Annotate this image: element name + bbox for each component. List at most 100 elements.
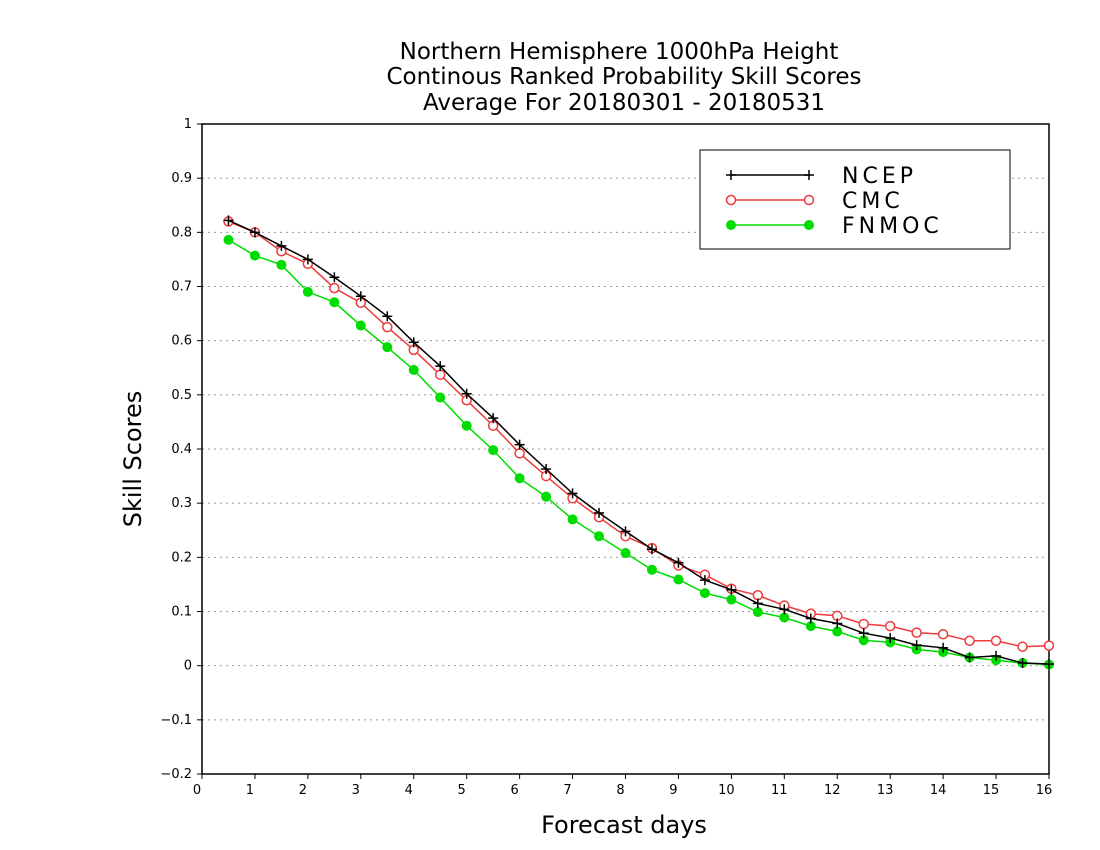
point-ncep-27 [938,642,949,653]
x-tick-label-16: 16 [1036,783,1053,798]
legend-marker-start-fnmoc [726,220,736,230]
point-fnmoc-0 [223,234,234,245]
point-fnmoc-4 [329,297,340,308]
point-fnmoc-15 [620,548,631,558]
point-ncep-29 [991,650,1002,661]
series-line-ncep [228,219,1050,665]
point-fnmoc-7 [408,364,419,375]
point-fnmoc-16 [646,564,657,575]
x-tick-label-14: 14 [930,783,947,798]
point-ncep-13 [567,488,578,499]
point-ncep-11 [514,439,525,450]
x-tick-label-11: 11 [771,783,788,798]
legend-entry-cmc: CMC [725,189,900,214]
point-fnmoc-17 [673,574,684,585]
point-ncep-24 [858,628,869,639]
point-cmc-29 [990,635,1002,646]
x-tick-label-5: 5 [458,783,466,798]
y-tick-label-0: −0.2 [160,767,192,782]
point-ncep-7 [408,337,419,348]
y-tick-label-11: 0.9 [171,171,192,186]
point-ncep-1 [249,227,260,238]
point-ncep-30 [1017,657,1028,668]
y-tick-label-4: 0.2 [171,550,192,565]
legend-marker-end-ncep [804,170,814,180]
point-ncep-17 [673,557,684,568]
point-ncep-20 [752,598,763,609]
point-ncep-2 [276,240,287,251]
y-tick-label-3: 0.1 [171,605,192,620]
point-fnmoc-6 [382,342,393,353]
point-ncep-5 [355,291,366,302]
point-ncep-23 [832,618,843,629]
x-tick-label-7: 7 [563,783,571,798]
x-tick-label-6: 6 [510,783,518,798]
point-fnmoc-10 [488,445,499,456]
y-tick-label-12: 1 [184,117,192,132]
point-ncep-31 [1044,659,1054,670]
point-cmc-24 [858,618,869,630]
point-fnmoc-13 [567,514,578,525]
point-cmc-11 [514,448,525,459]
point-fnmoc-9 [461,420,472,431]
data-series [223,215,1055,670]
point-fnmoc-8 [435,392,446,403]
x-tick-label-2: 2 [299,783,307,798]
point-fnmoc-14 [594,531,605,542]
point-ncep-12 [541,464,552,475]
point-cmc-31 [1043,640,1055,651]
y-axis-title: Skill Scores [119,391,147,528]
y-tick-label-2: 0 [184,659,192,674]
point-fnmoc-3 [302,286,313,297]
x-tick-label-1: 1 [246,783,254,798]
point-ncep-22 [805,613,816,624]
legend-marker-end-fnmoc [804,220,814,230]
point-cmc-25 [884,620,896,632]
point-ncep-26 [911,640,922,651]
point-fnmoc-5 [355,320,366,331]
title-line-3: Average For 20180301 - 20180531 [423,90,825,116]
x-tick-label-8: 8 [616,783,624,798]
point-ncep-16 [646,544,657,555]
point-ncep-6 [382,311,393,322]
point-ncep-18 [699,575,710,586]
point-cmc-4 [329,282,340,294]
point-fnmoc-19 [726,594,737,605]
x-tick-label-12: 12 [824,783,841,798]
point-fnmoc-12 [541,491,552,502]
y-tick-label-5: 0.3 [171,496,192,511]
point-cmc-6 [382,321,393,333]
y-tick-label-8: 0.6 [171,334,192,349]
legend-label-fnmoc: FNMOC [842,214,943,239]
point-cmc-27 [937,629,949,640]
point-fnmoc-2 [276,259,287,270]
legend-entry-fnmoc: FNMOC [726,214,943,239]
axes: −0.2−0.100.10.20.30.40.50.60.70.80.910 1 2… [160,117,1052,798]
point-fnmoc-1 [249,250,260,261]
x-tick-label-13: 13 [877,783,894,798]
point-ncep-19 [726,584,737,595]
y-tick-label-1: −0.1 [160,713,192,728]
point-ncep-0 [223,215,234,226]
y-tick-label-6: 0.4 [171,442,192,457]
x-tick-label-0: 0 [193,783,201,798]
point-cmc-28 [964,635,975,646]
point-ncep-8 [435,361,446,372]
point-ncep-21 [779,604,790,615]
series-ncep [223,215,1054,670]
y-tick-label-10: 0.8 [171,225,192,240]
point-ncep-14 [594,507,605,518]
point-ncep-3 [302,254,313,265]
point-ncep-9 [461,388,472,399]
legend-marker-start-ncep [726,170,736,180]
y-tick-label-7: 0.5 [171,388,192,403]
point-fnmoc-20 [752,607,763,618]
legend-entry-ncep: NCEP [726,164,913,189]
point-ncep-10 [488,413,499,424]
point-cmc-30 [1017,641,1028,652]
point-cmc-8 [434,369,446,381]
point-ncep-25 [885,633,896,644]
